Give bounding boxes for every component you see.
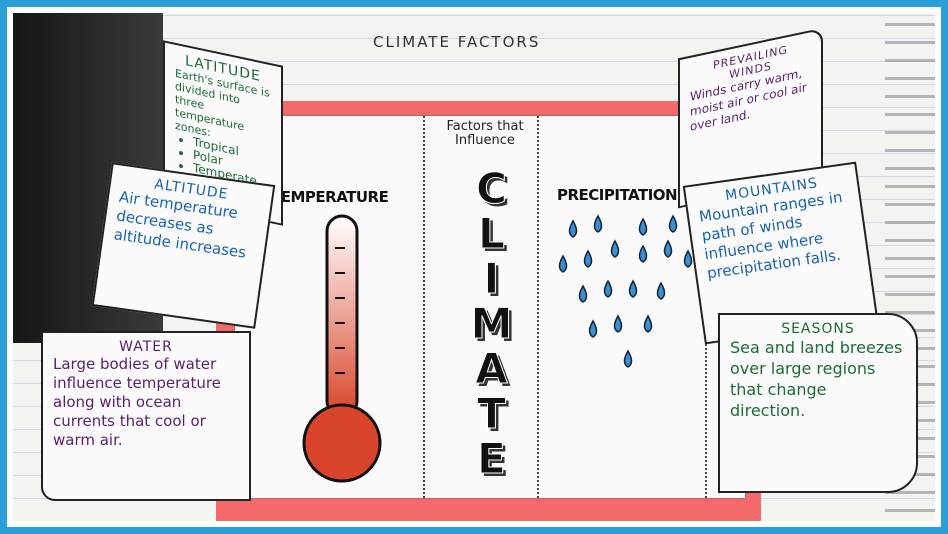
water-flap: WATER Large bodies of water influence te…: [41, 331, 251, 501]
flap-title: SEASONS: [730, 321, 906, 337]
fold-line: [537, 116, 539, 498]
page-title: CLIMATE FACTORS: [373, 33, 540, 51]
altitude-flap: ALTITUDE Air temperature decreases as al…: [92, 162, 276, 329]
raindrops: [553, 211, 703, 371]
foldable-sheet: TEMPERATURE Factors that Influence CLIMA…: [235, 116, 745, 498]
seasons-flap: SEASONS Sea and land breezes over large …: [718, 313, 918, 493]
temperature-heading: TEMPERATURE: [271, 188, 388, 206]
flap-text: Sea and land breezes over large regions …: [730, 337, 906, 421]
fold-line: [423, 116, 425, 498]
screenshot: CLIMATE FACTORS TEMPERATURE Factors that…: [0, 0, 948, 534]
climate-word: CLIMATE: [467, 164, 516, 479]
notebook-photo: CLIMATE FACTORS TEMPERATURE Factors that…: [13, 13, 935, 521]
flap-title: WATER: [53, 339, 239, 355]
subtitle: Factors that Influence: [425, 120, 545, 148]
thermometer: [285, 208, 405, 498]
flap-text: Large bodies of water influence temperat…: [53, 355, 239, 450]
precipitation-heading: PRECIPITATION: [557, 186, 677, 204]
